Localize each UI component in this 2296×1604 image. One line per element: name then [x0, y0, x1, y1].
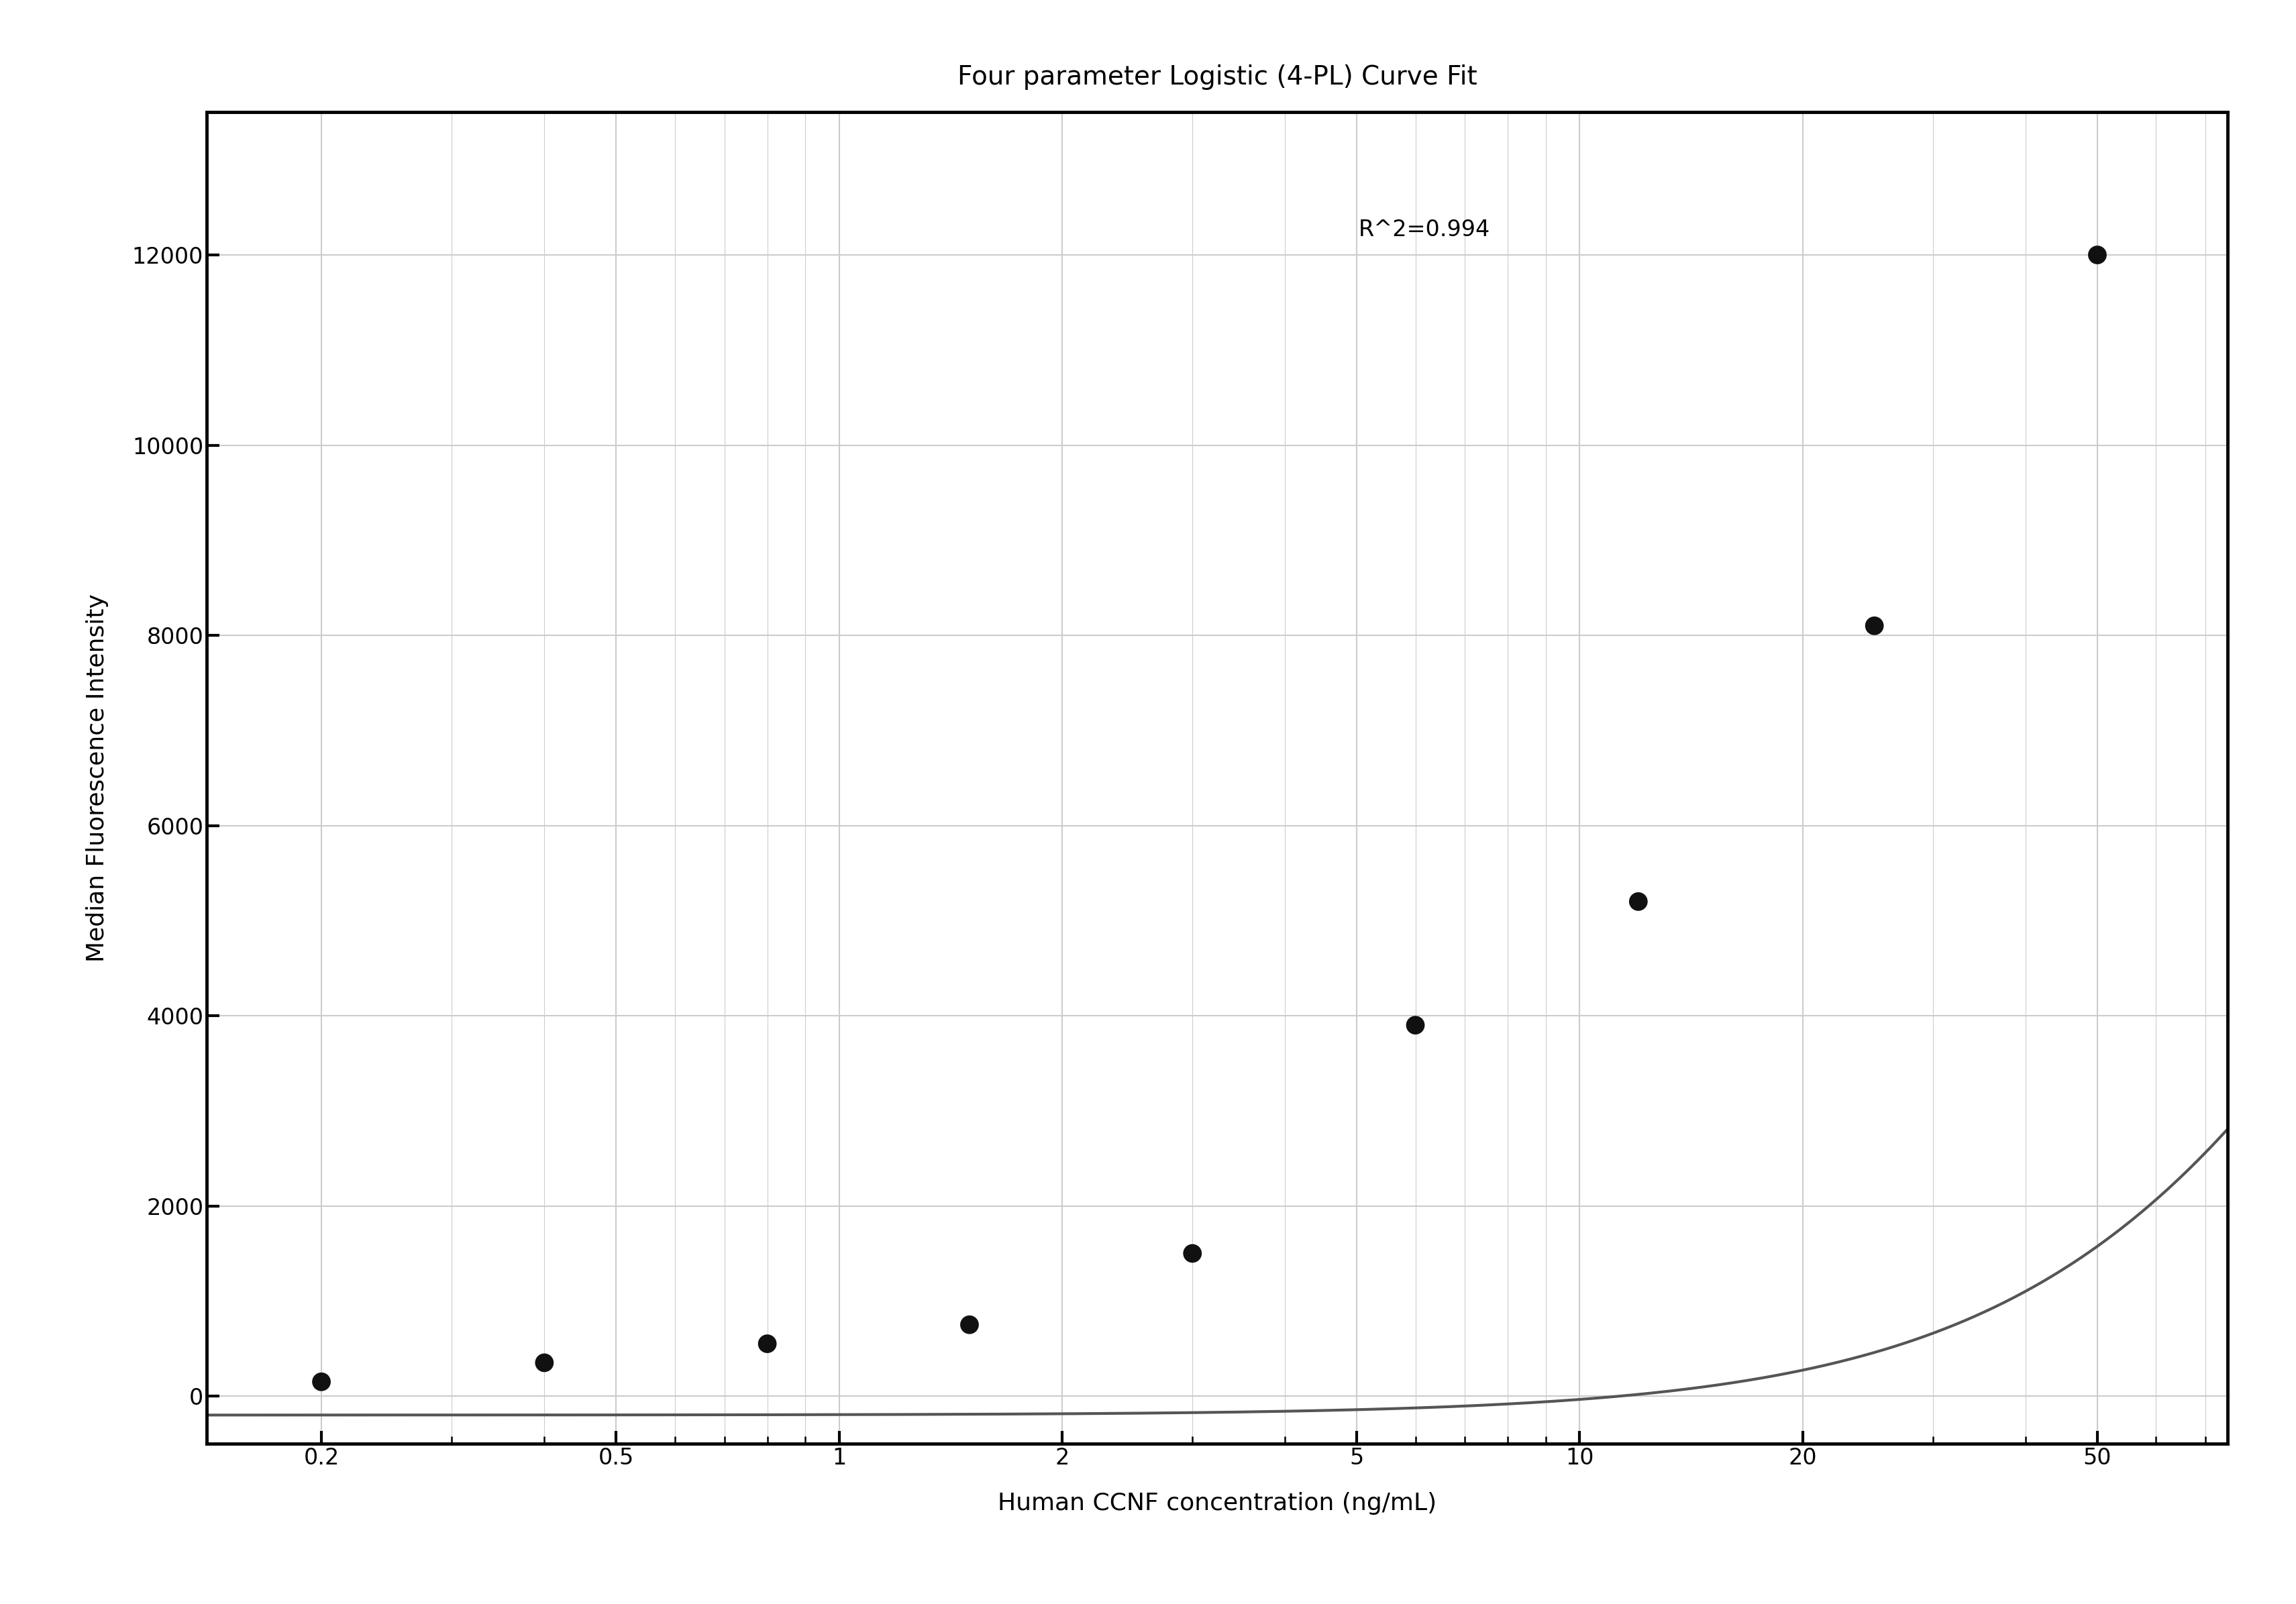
Title: Four parameter Logistic (4-PL) Curve Fit: Four parameter Logistic (4-PL) Curve Fit	[957, 64, 1476, 90]
Point	[748, 1331, 785, 1357]
Point	[526, 1351, 563, 1376]
Point	[951, 1312, 987, 1338]
X-axis label: Human CCNF concentration (ng/mL): Human CCNF concentration (ng/mL)	[996, 1492, 1437, 1516]
Point	[1855, 613, 1892, 638]
Text: R^2=0.994: R^2=0.994	[1359, 218, 1490, 241]
Point	[1173, 1240, 1210, 1266]
Y-axis label: Median Fluorescence Intensity: Median Fluorescence Intensity	[85, 593, 108, 962]
Point	[303, 1368, 340, 1394]
Point	[2078, 242, 2115, 268]
Point	[1396, 1012, 1433, 1038]
Point	[1619, 889, 1655, 914]
